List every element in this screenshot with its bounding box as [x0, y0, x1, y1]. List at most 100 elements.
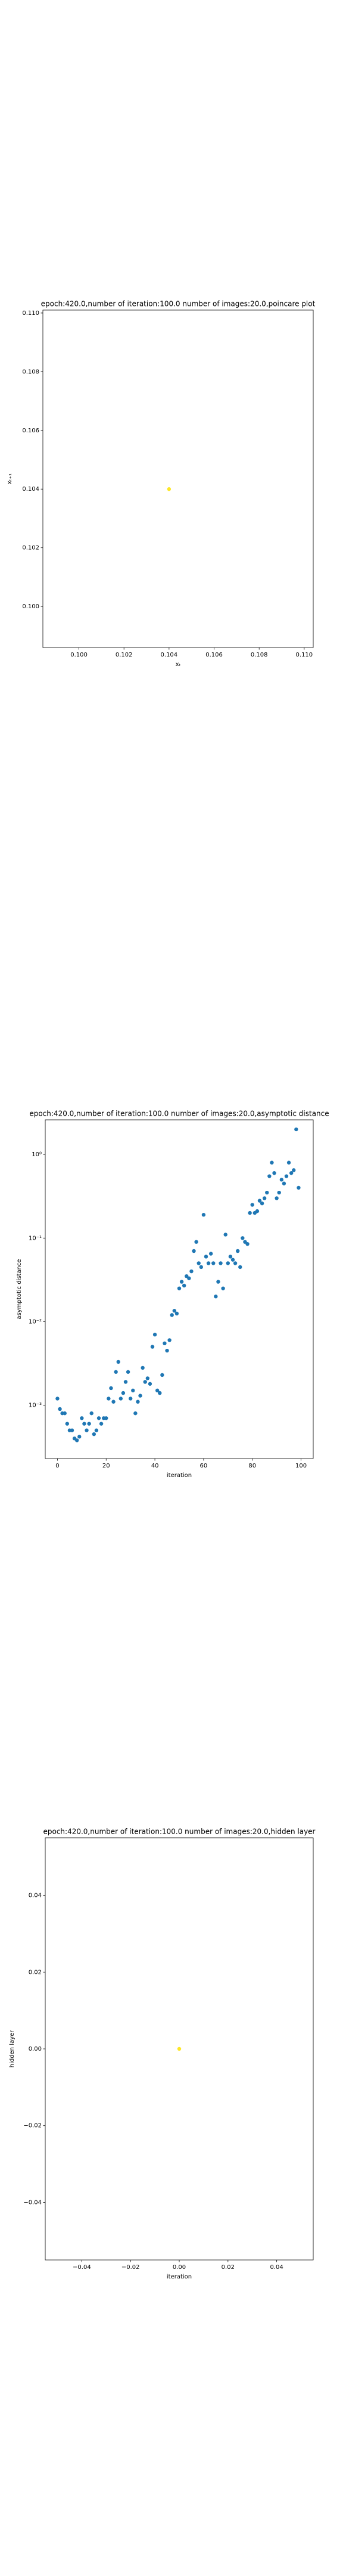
point: [216, 1280, 220, 1284]
point: [92, 1432, 96, 1436]
chart-title: epoch:420.0,number of iteration:100.0 nu…: [43, 1828, 315, 1836]
point: [192, 1249, 196, 1253]
point: [226, 1261, 230, 1265]
point: [270, 1160, 274, 1165]
point: [80, 1416, 84, 1420]
y-tick-label: 0.110: [22, 310, 39, 317]
y-axis-label: hidden layer: [9, 2030, 15, 2067]
x-tick-label: 40: [151, 1463, 159, 1469]
point: [128, 1397, 133, 1401]
point: [70, 1428, 74, 1432]
point: [223, 1233, 227, 1237]
point: [172, 1308, 177, 1313]
x-tick-label: 0: [55, 1463, 59, 1469]
point: [272, 1171, 276, 1175]
point: [228, 1255, 233, 1259]
point: [219, 1261, 223, 1265]
point: [297, 1185, 301, 1190]
y-tick-label: 10⁻³: [29, 1402, 42, 1409]
point: [248, 1210, 252, 1215]
point: [230, 1258, 235, 1262]
point: [89, 1411, 93, 1416]
point: [82, 1422, 86, 1426]
x-tick-label: −0.02: [121, 2264, 140, 2271]
point: [114, 1370, 118, 1374]
y-tick-label: 10⁻²: [29, 1318, 42, 1325]
y-tick-label: 0.100: [22, 603, 39, 610]
y-tick-label: −0.02: [23, 2123, 42, 2129]
point: [119, 1397, 123, 1401]
point: [277, 1190, 281, 1195]
point: [211, 1261, 216, 1265]
point: [257, 1199, 262, 1203]
point: [94, 1428, 99, 1432]
x-tick-label: 0.00: [173, 2264, 186, 2271]
y-tick-label: 0.104: [22, 486, 39, 493]
point: [255, 1209, 260, 1213]
chart-title: epoch:420.0,number of iteration:100.0 nu…: [29, 1110, 329, 1118]
point: [170, 1313, 174, 1317]
point: [138, 1394, 142, 1398]
point: [267, 1174, 272, 1178]
point: [58, 1407, 62, 1411]
point: [279, 1178, 284, 1182]
point: [65, 1422, 70, 1426]
point: [284, 1174, 289, 1178]
point: [96, 1416, 101, 1420]
point: [167, 1338, 172, 1342]
point: [99, 1422, 104, 1426]
x-tick-label: 20: [102, 1463, 110, 1469]
point: [179, 1280, 184, 1284]
point: [123, 1380, 128, 1384]
y-tick-label: 10⁻¹: [29, 1235, 42, 1241]
x-tick-label: 0.04: [270, 2264, 283, 2271]
point: [233, 1261, 238, 1265]
x-tick-label: −0.04: [73, 2264, 91, 2271]
point: [204, 1255, 208, 1259]
x-tick-label: 0.110: [296, 652, 313, 658]
point: [131, 1388, 135, 1393]
point: [116, 1360, 120, 1364]
point: [136, 1400, 140, 1404]
x-axis-label: xₜ: [176, 661, 181, 668]
point: [189, 1269, 194, 1274]
point: [177, 2046, 182, 2051]
point: [145, 1376, 150, 1380]
point: [199, 1265, 204, 1270]
plot-frame: [45, 1119, 314, 1459]
point: [174, 1311, 179, 1316]
point: [194, 1240, 198, 1244]
plot-frame: [42, 309, 314, 648]
point: [286, 1160, 291, 1165]
point: [85, 1428, 89, 1432]
point: [214, 1295, 218, 1299]
point: [109, 1386, 113, 1391]
x-tick-label: 100: [295, 1463, 307, 1469]
y-tick-label: 0.108: [22, 369, 39, 375]
point: [77, 1435, 82, 1439]
x-tick-label: 0.106: [205, 652, 223, 658]
x-tick-label: 0.100: [70, 652, 88, 658]
y-axis-label: asymptotic distance: [16, 1259, 23, 1319]
point: [165, 1348, 169, 1353]
point: [197, 1261, 201, 1265]
point: [182, 1283, 186, 1288]
point: [107, 1397, 111, 1401]
point: [55, 1397, 60, 1401]
y-axis-label: xₜ₊₁: [7, 473, 13, 484]
y-tick-label: 0.04: [29, 1893, 42, 1899]
x-tick-label: 60: [200, 1463, 208, 1469]
point: [260, 1201, 264, 1206]
point: [250, 1203, 254, 1207]
x-tick-label: 0.104: [161, 652, 178, 658]
point: [241, 1236, 245, 1240]
point: [121, 1391, 126, 1395]
point: [163, 1341, 167, 1346]
x-axis-label: iteration: [167, 1472, 192, 1479]
y-tick-label: 0.102: [22, 545, 39, 552]
point: [104, 1416, 108, 1420]
point: [221, 1286, 225, 1290]
point: [141, 1366, 145, 1370]
